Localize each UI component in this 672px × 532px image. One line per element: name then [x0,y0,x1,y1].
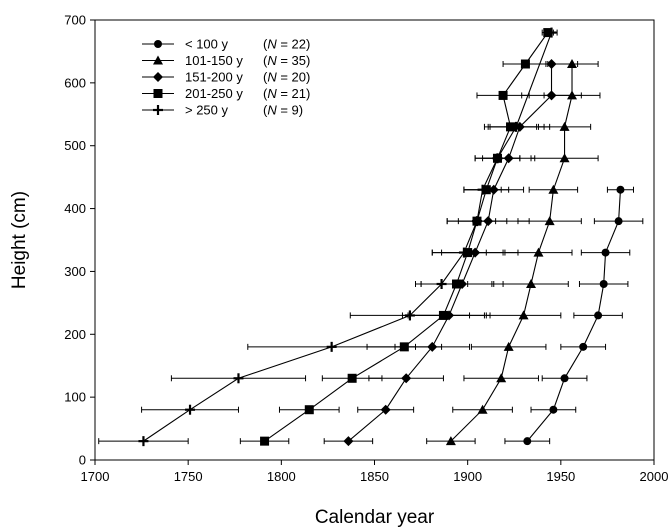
y-tick-label: 200 [64,327,86,342]
legend-marker [153,72,163,82]
data-point [511,121,522,132]
data-point [546,27,557,38]
data-point [594,311,603,320]
x-tick-label: 1950 [546,469,575,484]
data-point [544,216,555,226]
data-point [458,247,469,258]
data-point [548,184,559,194]
y-tick-label: 0 [79,453,86,468]
data-point [601,248,610,257]
data-point [343,436,354,447]
legend-item-4: 201-250 y (N = 21) [142,86,310,101]
data-point [185,404,196,415]
legend-marker [153,55,163,65]
data-point [533,247,544,257]
data-point [326,341,337,352]
data-point [471,216,482,227]
data-point [347,373,357,383]
data-point [436,279,447,289]
legend-n-label: (N = 9) [263,103,303,118]
data-point [546,59,557,69]
data-point [560,374,569,383]
plot-frame [94,19,655,461]
series-5 [98,27,558,447]
x-tick-label: 1900 [453,469,482,484]
data-point [304,405,314,415]
legend-n-label: (N = 35) [263,53,310,68]
legend-marker [153,89,163,98]
x-tick-label: 1700 [81,469,110,484]
series-1 [504,185,644,446]
legend-item-3: 151-200 y (N = 20) [142,70,310,85]
series-line [264,32,549,442]
data-point [380,404,391,415]
legend-item-2: 101-150 y (N = 35) [142,53,310,68]
y-tick-label: 700 [64,13,86,28]
data-point [559,121,570,131]
y-tick-label: 100 [64,390,86,405]
legend-label: 201-250 y [185,86,243,101]
series-layer [98,27,644,447]
data-point [526,279,537,288]
data-point [579,342,588,351]
data-point [559,153,570,163]
data-point [401,373,412,384]
x-tick-label: 1750 [174,469,203,484]
data-point [260,436,270,446]
legend-item-1: < 100 y (N = 22) [142,37,310,52]
data-point [546,90,557,101]
data-point [496,373,507,383]
data-point [404,310,415,321]
y-tick-label: 500 [64,138,86,153]
data-point [616,185,625,194]
data-point [523,437,532,446]
x-axis-title: Calendar year [315,507,435,528]
y-axis-title: Height (cm) [9,191,30,289]
x-tick-label: 1800 [267,469,296,484]
series-line [143,32,553,442]
legend-label: < 100 y [185,37,229,52]
data-point [498,90,508,100]
x-tick-label: 2000 [640,469,669,484]
data-point [445,436,456,446]
legend-item-5: > 250 y (N = 9) [142,103,303,118]
data-point [549,405,558,414]
legend-n-label: (N = 22) [263,37,310,52]
legend-marker [153,105,163,115]
data-point [614,217,623,226]
legend-label: 101-150 y [185,53,243,68]
legend-n-label: (N = 20) [263,70,310,85]
series-2 [426,59,601,446]
data-point [477,184,488,195]
y-tick-label: 600 [64,75,86,90]
data-point [518,310,529,320]
x-tick-label: 1850 [360,469,389,484]
data-point [138,436,149,447]
data-point [520,59,530,69]
data-point [233,373,244,384]
y-tick-label: 400 [64,201,86,216]
data-point [503,341,514,351]
y-tick-label: 300 [64,264,86,279]
legend-label: > 250 y [185,103,229,118]
data-point [599,280,608,288]
legend: < 100 y (N = 22) 101-150 y (N = 35) 151-200 … [142,37,310,118]
legend-marker [154,40,162,48]
legend-label: 151-200 y [185,70,243,85]
data-point [477,404,488,414]
axis-layer: 1700 1750 1800 1850 1900 1950 2000 0 100 200 300 40… [64,13,668,485]
legend-n-label: (N = 21) [263,86,310,101]
data-point [492,153,503,164]
